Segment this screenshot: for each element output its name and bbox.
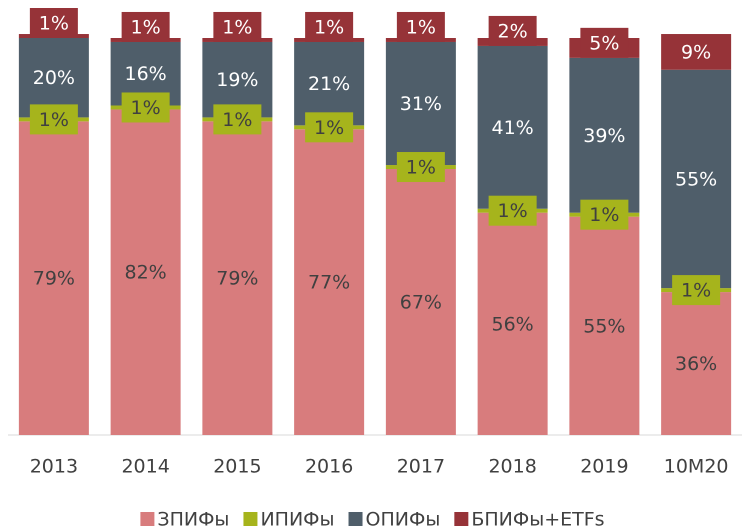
bar-segment [385, 169, 456, 435]
data-label: 55% [675, 168, 717, 190]
bar-segment [294, 41, 365, 126]
x-tick-label: 2013 [30, 456, 78, 478]
data-label: 41% [492, 117, 534, 139]
data-label: 9% [681, 41, 711, 63]
label-box [305, 11, 354, 42]
bar-segment [477, 45, 548, 209]
bar-segment [661, 34, 732, 70]
x-tick-label: 2015 [213, 456, 261, 478]
label-box [305, 112, 354, 143]
data-label: 1% [681, 280, 711, 302]
data-label: 19% [216, 69, 258, 91]
data-label: 21% [308, 73, 350, 95]
x-tick-label: 10M20 [664, 456, 729, 478]
bar-segment [661, 292, 732, 435]
legend-label: ЗПИФы [157, 509, 229, 531]
label-box [29, 8, 78, 38]
data-label: 67% [400, 292, 442, 314]
legend-label: ИПИФы [260, 509, 334, 531]
data-label: 16% [125, 63, 167, 85]
bar-segment [385, 41, 456, 166]
data-label: 1% [406, 16, 436, 38]
bar-segment [110, 109, 181, 436]
data-label: 1% [406, 157, 436, 179]
bar-segment [569, 216, 640, 435]
data-label: 77% [308, 272, 350, 294]
data-label: 1% [131, 16, 161, 38]
data-label: 1% [39, 13, 69, 35]
label-box [488, 195, 537, 226]
label-box [396, 152, 445, 183]
bar-segment [477, 212, 548, 435]
data-label: 1% [131, 97, 161, 119]
data-label: 1% [314, 16, 344, 38]
data-label: 1% [498, 200, 528, 222]
data-label: 2% [498, 20, 528, 42]
label-box [121, 11, 170, 42]
data-label: 1% [589, 204, 619, 226]
legend-label: БПИФы+ETFs [471, 509, 604, 531]
data-label: 31% [400, 93, 442, 115]
data-label: 39% [583, 125, 625, 147]
data-label: 1% [222, 109, 252, 131]
x-tick-label: 2014 [121, 456, 169, 478]
legend-swatch [140, 512, 155, 526]
label-box [672, 275, 721, 306]
legend-swatch [454, 512, 469, 526]
data-label: 36% [675, 353, 717, 375]
data-label: 56% [492, 313, 534, 335]
legend-swatch [348, 512, 363, 526]
data-label: 1% [222, 16, 252, 38]
label-box [396, 11, 445, 42]
label-box [29, 104, 78, 135]
bar-segment [202, 121, 273, 436]
label-box [580, 199, 629, 230]
x-tick-label: 2016 [305, 456, 353, 478]
label-box [488, 15, 537, 46]
legend-label: ОПИФы [366, 509, 441, 531]
data-label: 1% [314, 117, 344, 139]
x-tick-label: 2017 [397, 456, 445, 478]
bar-segment [661, 69, 732, 289]
data-label: 1% [39, 109, 69, 131]
label-box [121, 92, 170, 123]
data-label: 5% [589, 32, 619, 54]
data-label: 55% [583, 315, 625, 337]
legend-swatch [243, 512, 258, 526]
bar-segment [18, 121, 89, 436]
data-label: 79% [216, 268, 258, 290]
label-box [580, 27, 629, 58]
bar-segment [18, 38, 89, 118]
label-box [213, 11, 262, 42]
x-tick-label: 2018 [488, 456, 536, 478]
data-label: 79% [33, 268, 75, 290]
data-label: 82% [125, 262, 167, 284]
bar-segment [569, 57, 640, 213]
data-label: 20% [33, 67, 75, 89]
label-box [213, 104, 262, 135]
x-tick-label: 2019 [580, 456, 628, 478]
bar-segment [294, 129, 365, 435]
